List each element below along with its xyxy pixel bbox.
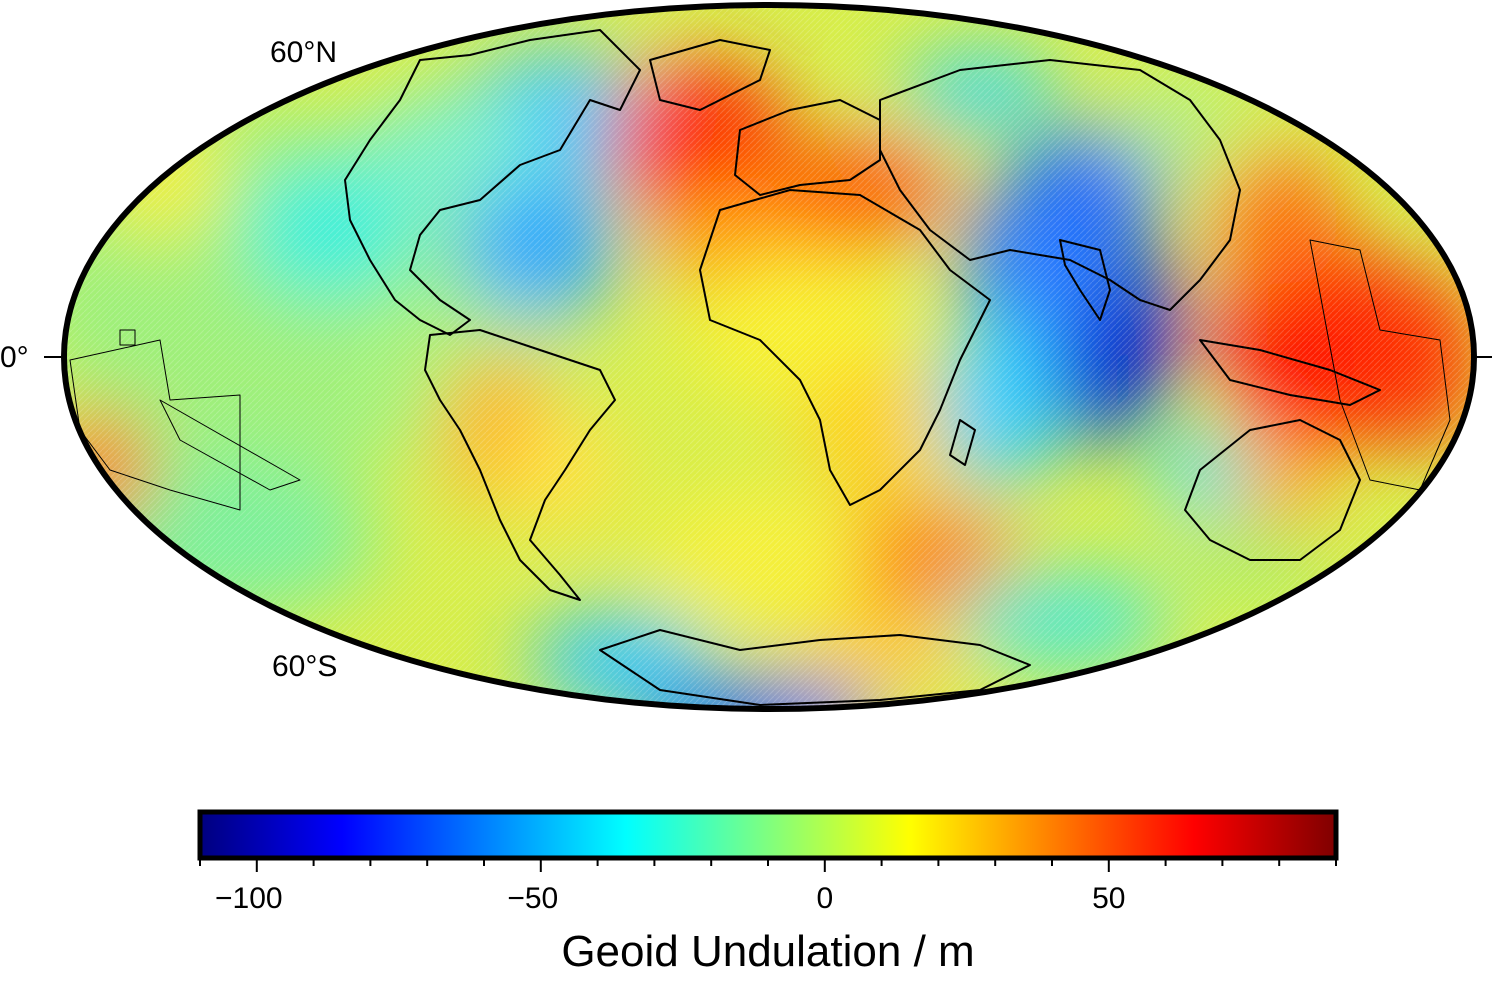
- coast-greenland: [649, 39, 771, 111]
- lat-label-60s: 60°S: [272, 650, 338, 683]
- lat-label-60n: 60°N: [270, 36, 338, 69]
- coast-europe: [734, 99, 881, 196]
- coast-africa: [699, 189, 991, 506]
- colorbar-tick-label: −50: [507, 882, 559, 915]
- colorbar: [197, 809, 1339, 872]
- colorbar-tick-label: 50: [1092, 882, 1126, 915]
- colorbar-gradient: [197, 809, 1339, 861]
- pacific-boxes: [69, 329, 301, 511]
- colorbar-tick-label: 0: [816, 882, 834, 915]
- coast-antarctica: [599, 629, 1031, 706]
- coast-indonesia: [1199, 339, 1381, 406]
- lat-label-equator: 0°: [0, 341, 29, 374]
- coast-india: [1059, 239, 1111, 321]
- colorbar-tick-label: −100: [215, 882, 283, 915]
- colorbar-title: Geoid Undulation / m: [561, 927, 975, 976]
- colorbar-ticks: [199, 858, 1337, 872]
- west-pacific-boxes: [1309, 239, 1451, 491]
- coastlines: [69, 29, 1451, 706]
- coast-south-america: [424, 329, 616, 601]
- coast-north-america: [344, 29, 641, 336]
- coast-madagascar: [949, 419, 976, 466]
- geoid-field: [64, 5, 1474, 709]
- coast-australia: [1184, 419, 1361, 561]
- coast-asia: [879, 59, 1241, 311]
